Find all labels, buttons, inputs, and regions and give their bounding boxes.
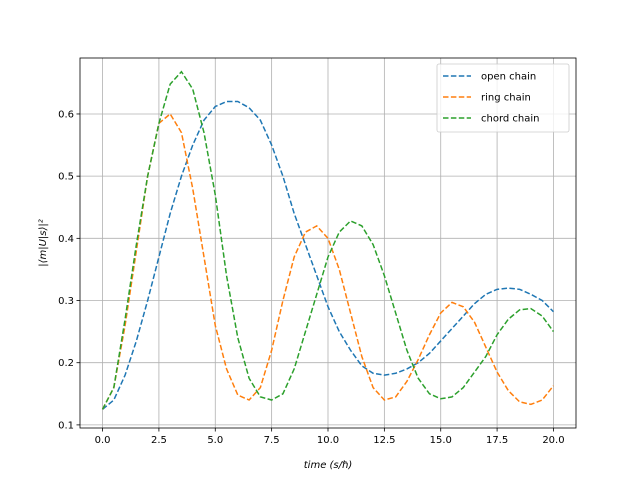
y-axis-label: |⟨m|U|s⟩|² [38, 219, 49, 267]
legend-box [436, 63, 570, 133]
legend: open chain ring chain chord chain [436, 63, 570, 133]
x-tick-label: 2.5 [151, 435, 167, 446]
x-tick-label: 0.0 [95, 435, 111, 446]
legend-label: chord chain [481, 114, 540, 125]
series-line-open-chain [102, 100, 554, 410]
x-tick-label: 20.0 [542, 435, 564, 446]
legend-label: open chain [481, 72, 536, 83]
x-tick-label: 17.5 [486, 435, 508, 446]
y-tick-label: 0.2 [58, 358, 74, 369]
series-line-chord-chain [101, 70, 555, 410]
y-tick-label: 0.4 [58, 234, 74, 245]
legend-label: ring chain [481, 93, 531, 104]
series-line-ring-chain [101, 112, 555, 410]
x-tick-label: 7.5 [264, 435, 280, 446]
x-tick-label: 10.0 [317, 435, 339, 446]
y-tick-label: 0.6 [58, 109, 74, 120]
x-tick-label: 5.0 [207, 435, 223, 446]
y-tick-label: 0.5 [58, 172, 74, 183]
x-axis-label: time (s/ℏ) [304, 460, 353, 471]
x-tick-label: 15.0 [430, 435, 452, 446]
y-tick-label: 0.1 [58, 420, 74, 431]
y-tick-label: 0.3 [58, 296, 74, 307]
y-axis: 0.1 0.2 0.3 0.4 0.5 0.6 [58, 109, 80, 431]
x-axis: 0.0 2.5 5.0 7.5 10.0 12.5 15.0 17.5 20.0 [95, 428, 565, 446]
x-tick-label: 12.5 [373, 435, 395, 446]
series-lines [101, 70, 555, 410]
